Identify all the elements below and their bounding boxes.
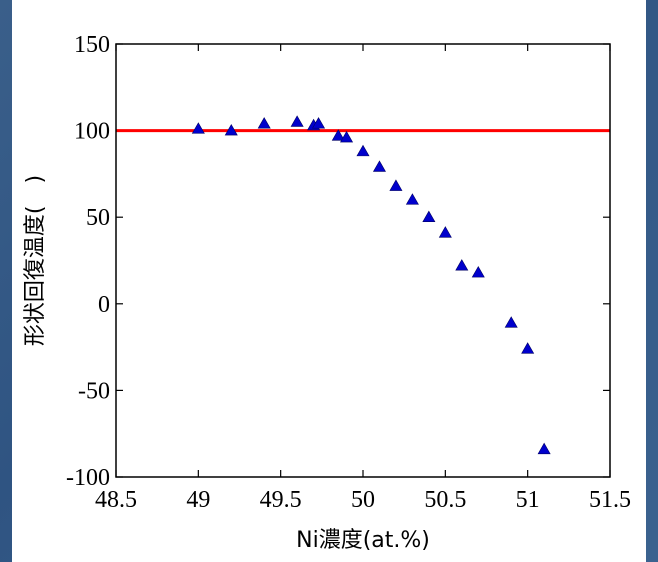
- data-point-triangle: [312, 117, 326, 129]
- x-tick-label: 49.5: [260, 487, 302, 513]
- data-point-triangle: [340, 130, 354, 143]
- y-axis-label: 形状回復温度( ): [23, 175, 48, 346]
- plot-frame: [115, 43, 611, 478]
- data-point-triangle: [438, 226, 452, 238]
- data-point-triangle: [356, 144, 370, 157]
- y-tick-label: 150: [74, 32, 110, 58]
- data-point-triangle: [537, 442, 551, 455]
- data-point-triangle: [471, 266, 485, 278]
- x-tick-label: 48.5: [95, 487, 137, 513]
- data-point-triangle: [455, 259, 469, 271]
- data-point-triangle: [504, 316, 518, 328]
- y-tick-label: 50: [86, 205, 110, 231]
- x-tick-label: 50.5: [424, 487, 466, 513]
- data-point-triangle: [372, 160, 386, 172]
- data-point-triangle: [191, 122, 205, 134]
- data-point-triangle: [389, 179, 403, 191]
- data-point-triangle: [405, 193, 419, 205]
- data-point-triangle: [257, 117, 271, 129]
- data-point-triangle: [290, 115, 304, 127]
- x-tick-label: 50: [351, 487, 375, 513]
- y-tick-label: 0: [98, 292, 110, 318]
- x-tick-label: 51: [516, 487, 540, 513]
- x-tick-label: 51.5: [589, 487, 631, 513]
- chart-panel: 48.5 49 49.5 50 50.5 51 51.5 -100 -50 0 50 100 150 N…: [12, 0, 646, 562]
- scatter-chart: 48.5 49 49.5 50 50.5 51 51.5 -100 -50 0 50 100 150 N…: [23, 32, 631, 553]
- data-point-triangle: [422, 210, 436, 222]
- y-tick-label: -100: [66, 465, 110, 491]
- y-tick-label: 100: [74, 119, 110, 145]
- x-tick-label: 49: [186, 487, 210, 513]
- x-axis-label: Ni濃度(at.%): [296, 528, 430, 553]
- data-point-triangle: [521, 342, 535, 354]
- y-tick-label: -50: [78, 378, 110, 404]
- data-point-triangle: [224, 123, 238, 136]
- data-point-triangle: [331, 129, 345, 141]
